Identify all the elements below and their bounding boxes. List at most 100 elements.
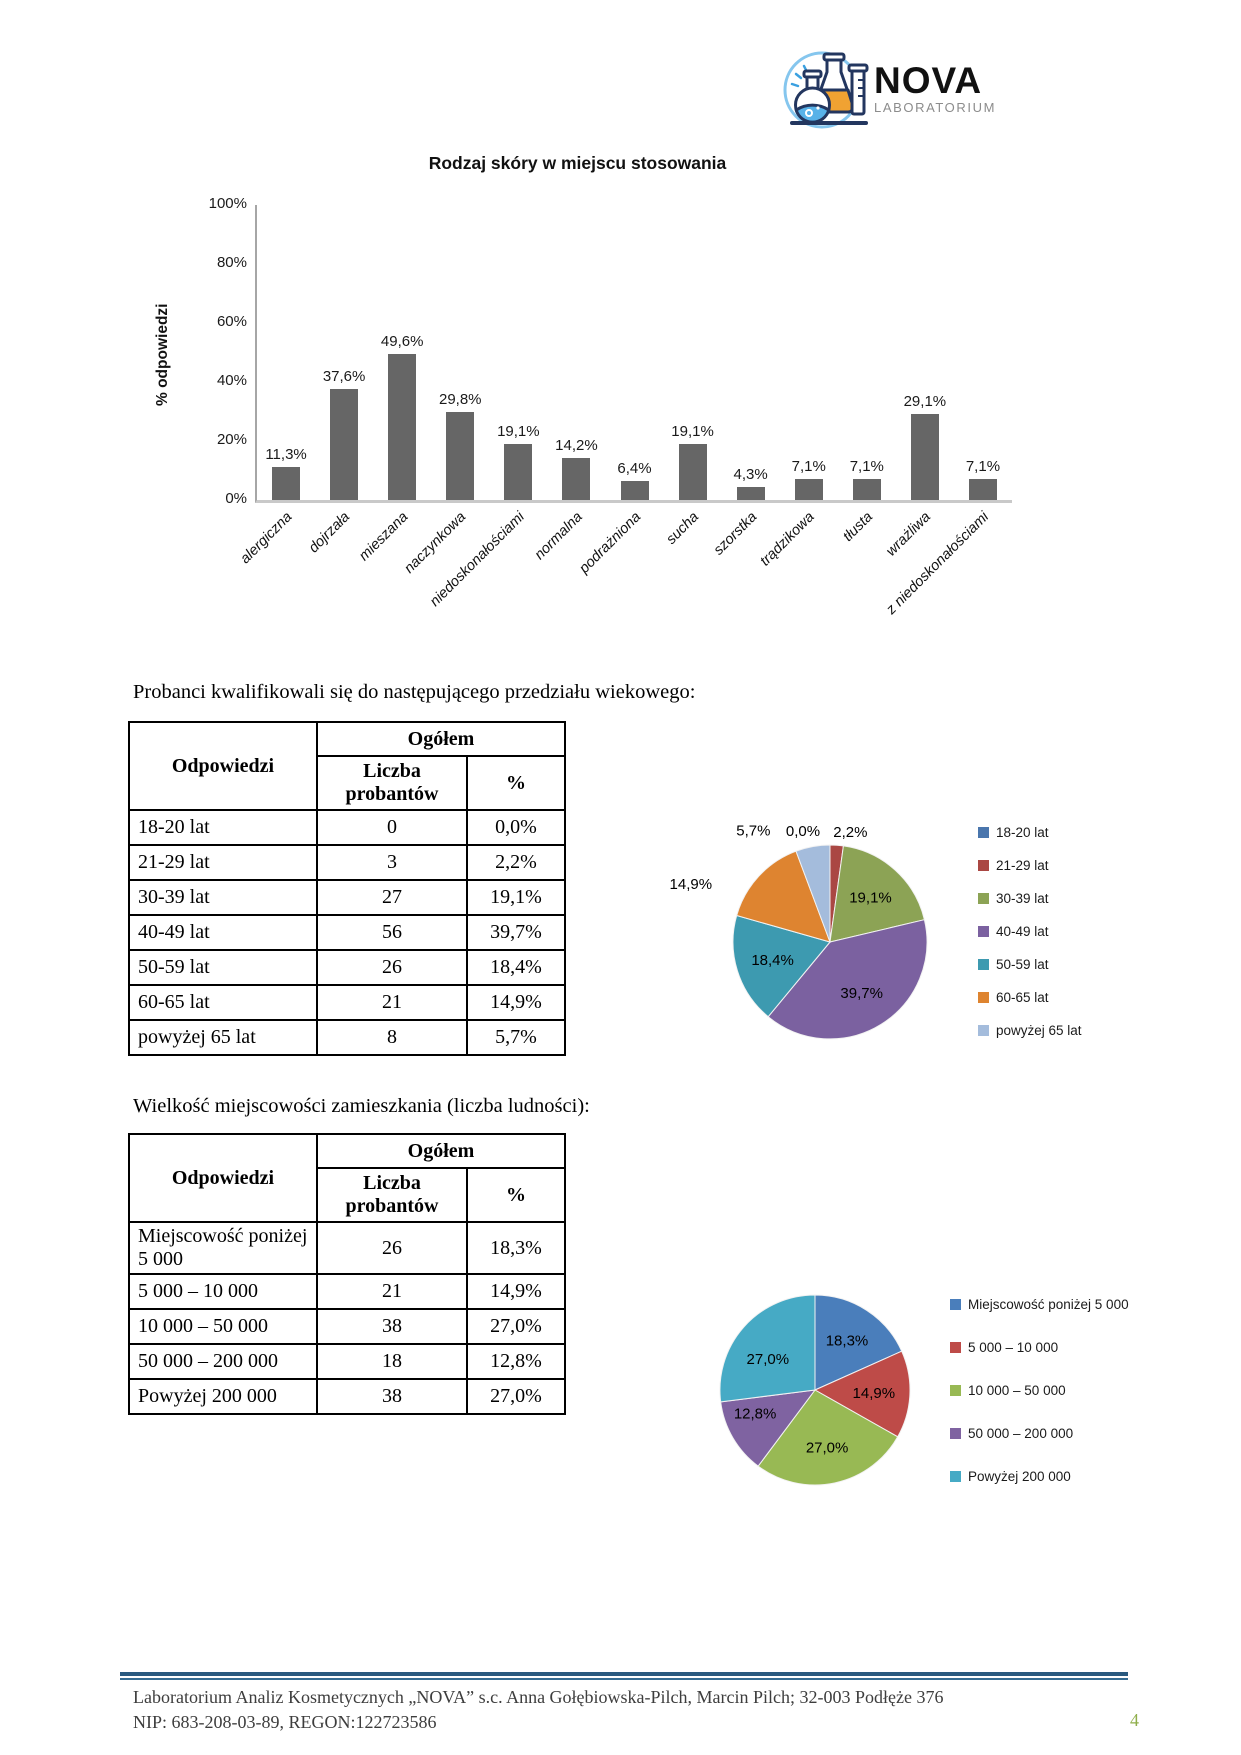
value-cell: 27 — [316, 879, 468, 916]
legend-item: Powyżej 200 000 — [950, 1466, 1129, 1486]
value-cell: 12,8% — [466, 1343, 566, 1380]
value-cell: 26 — [316, 1221, 468, 1275]
pie-data-label: 0,0% — [786, 823, 820, 840]
legend-label: 21-29 lat — [996, 857, 1049, 873]
city-table-group-header: Ogółem — [316, 1133, 566, 1169]
value-cell: 21 — [316, 1273, 468, 1310]
legend-swatch-icon — [950, 1341, 961, 1353]
bar-value-label: 4,3% — [733, 466, 768, 483]
bar-mieszana — [388, 354, 417, 500]
age-table-col-header: Odpowiedzi — [128, 721, 318, 811]
table-row: 21-29 lat 3 2,2% — [128, 844, 566, 881]
value-cell: 19,1% — [466, 879, 566, 916]
pie-data-label: 39,7% — [840, 985, 883, 1002]
value-cell: 3 — [316, 844, 468, 881]
value-cell: 39,7% — [466, 914, 566, 951]
legend-label: Powyżej 200 000 — [968, 1468, 1071, 1484]
row-label-cell: powyżej 65 lat — [128, 1019, 318, 1056]
value-cell: 14,9% — [466, 984, 566, 1021]
value-cell: 27,0% — [466, 1378, 566, 1415]
y-tick-label: 20% — [216, 431, 247, 448]
row-label-cell: 50-59 lat — [128, 949, 318, 986]
legend-swatch-icon — [950, 1427, 961, 1439]
x-axis-labels: alergiczna dojrzała mieszana naczynkowa nied… — [237, 503, 1010, 698]
table-row: Powyżej 200 000 38 27,0% — [128, 1378, 566, 1415]
x-tick-label: mieszana — [356, 509, 412, 565]
pie-data-label: 5,7% — [736, 823, 770, 840]
table-row: 50 000 – 200 000 18 12,8% — [128, 1343, 566, 1380]
table-row: powyżej 65 lat 8 5,7% — [128, 1019, 566, 1056]
x-tick-label: tłusta — [840, 509, 877, 545]
table-row: 10 000 – 50 000 38 27,0% — [128, 1308, 566, 1345]
city-table-subheader-count: Liczba probantów — [316, 1167, 468, 1223]
bar-value-label: 14,2% — [555, 437, 598, 454]
row-label-cell: 40-49 lat — [128, 914, 318, 951]
value-cell: 2,2% — [466, 844, 566, 881]
bar-value-label: 7,1% — [791, 458, 826, 475]
pie-data-label: 18,3% — [826, 1333, 869, 1350]
value-cell: 56 — [316, 914, 468, 951]
pie-data-label: 27,0% — [806, 1440, 849, 1457]
pie-slice — [795, 844, 831, 943]
legend-label: powyżej 65 lat — [996, 1022, 1082, 1038]
pie-slice — [757, 1389, 899, 1486]
bar-sucha — [678, 444, 707, 500]
x-tick-label: szorstka — [710, 509, 760, 559]
nova-logo: NOVA LABORATORIUM — [778, 44, 1018, 134]
legend-item: 40-49 lat — [978, 921, 1082, 941]
value-cell: 18 — [316, 1343, 468, 1380]
legend-label: 50 000 – 200 000 — [968, 1425, 1074, 1441]
pie-slice — [736, 850, 831, 943]
table-row: Miejscowość poniżej 5 000 26 18,3% — [128, 1221, 566, 1275]
legend-label: 18-20 lat — [996, 824, 1049, 840]
bar-trądzikowa — [794, 479, 823, 500]
legend-label: 50-59 lat — [996, 956, 1049, 972]
bar-plot-area: 0% 20% 40% 60% 80% 100% 11,3% 37,6% 49,6% 29,8% 19… — [209, 195, 1012, 507]
pie-slice — [767, 919, 928, 1040]
value-cell: 14,9% — [466, 1273, 566, 1310]
pie-data-label: 14,9% — [670, 876, 713, 893]
x-tick-label: alergiczna — [237, 509, 296, 568]
bar-value-label: 37,6% — [322, 368, 366, 385]
bar-wrażliwa — [910, 414, 939, 500]
value-cell: 38 — [316, 1378, 468, 1415]
value-cell: 27,0% — [466, 1308, 566, 1345]
age-table-subheader-pct: % — [466, 755, 566, 811]
city-section-intro: Wielkość miejscowości zamieszkania (licz… — [133, 1095, 590, 1117]
legend-swatch-icon — [978, 826, 989, 838]
legend-label: Miejscowość poniżej 5 000 — [968, 1296, 1129, 1312]
y-tick-label: 100% — [208, 195, 247, 212]
legend-swatch-icon — [950, 1470, 961, 1482]
legend-swatch-icon — [978, 892, 989, 904]
value-cell: 18,3% — [466, 1221, 566, 1275]
age-table: Odpowiedzi Ogółem Liczba probantów % 18-… — [128, 721, 566, 1056]
bar-value-label: 7,1% — [849, 458, 884, 475]
bar-z niedoskonałościami — [968, 479, 997, 500]
age-pie-legend: 18-20 lat 21-29 lat 30-39 lat 40-49 lat 50-5… — [978, 822, 1082, 1053]
bar-szorstka — [736, 487, 765, 500]
pie-data-label: 14,9% — [853, 1385, 896, 1402]
value-cell: 18,4% — [466, 949, 566, 986]
bar-value-label: 7,1% — [965, 458, 1001, 475]
page-number: 4 — [1130, 1710, 1139, 1730]
table-row: 60-65 lat 21 14,9% — [128, 984, 566, 1021]
legend-swatch-icon — [978, 925, 989, 937]
row-label-cell: 60-65 lat — [128, 984, 318, 1021]
logo-brand-text: NOVA — [874, 60, 983, 101]
legend-item: 21-29 lat — [978, 855, 1082, 875]
bar-value-label: 19,1% — [497, 423, 540, 440]
x-tick-label: wrażliwa — [883, 509, 935, 560]
y-tick-label: 60% — [216, 313, 247, 330]
bar-podrażniona — [620, 481, 649, 500]
row-label-cell: 10 000 – 50 000 — [128, 1308, 318, 1345]
row-label-cell: Miejscowość poniżej 5 000 — [128, 1221, 318, 1275]
bar-alergiczna — [272, 467, 301, 500]
legend-label: 60-65 lat — [996, 989, 1049, 1005]
x-tick-label: dojrzała — [306, 509, 354, 557]
bar-normalna — [562, 458, 591, 500]
x-tick-label: sucha — [663, 509, 702, 548]
city-table-col-header: Odpowiedzi — [128, 1133, 318, 1223]
legend-swatch-icon — [950, 1384, 961, 1396]
y-tick-label: 0% — [225, 490, 247, 507]
age-section-intro: Probanci kwalifikowali się do następując… — [133, 681, 696, 703]
